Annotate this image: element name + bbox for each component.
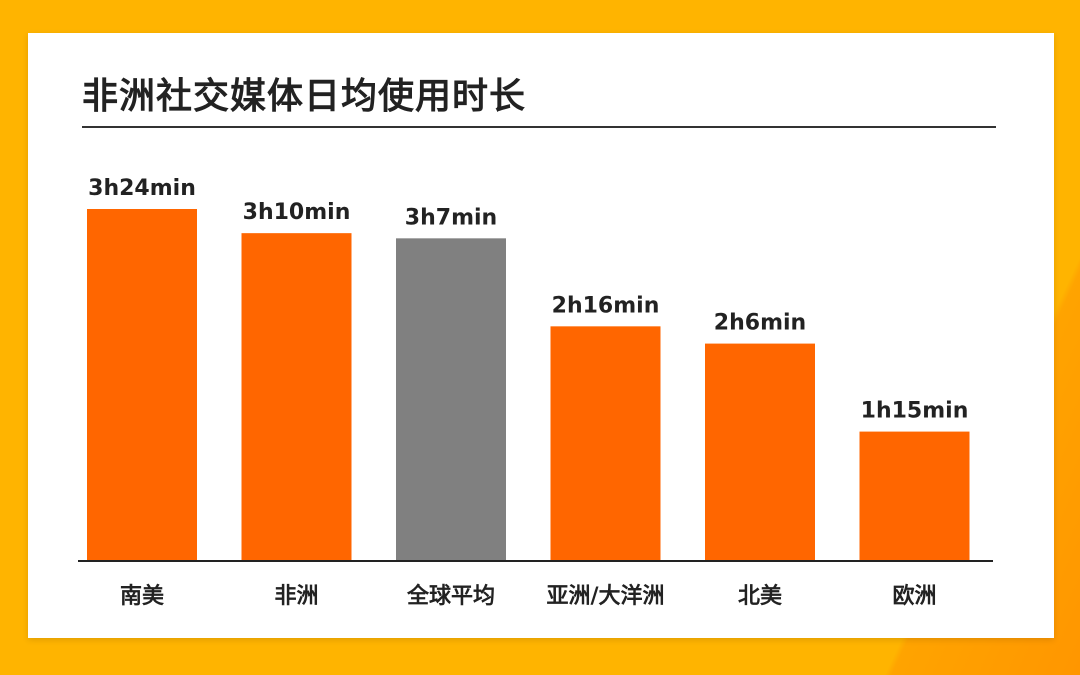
bar-0 bbox=[87, 209, 197, 561]
bar-value-label-5: 1h15min bbox=[861, 399, 969, 424]
bar-2 bbox=[396, 238, 506, 562]
bar-5 bbox=[859, 431, 970, 561]
title-divider bbox=[82, 126, 996, 128]
category-label-4: 北美 bbox=[738, 583, 783, 609]
bar-value-label-2: 3h7min bbox=[405, 205, 497, 230]
bar-4 bbox=[705, 343, 815, 561]
bar-value-label-1: 3h10min bbox=[243, 200, 351, 225]
chart-card: 非洲社交媒体日均使用时长 3h24min 南美 3h10min 非洲 3h7min 全球平… bbox=[28, 33, 1054, 638]
chart-title: 非洲社交媒体日均使用时长 bbox=[82, 76, 527, 117]
bar-chart: 3h24min 南美 3h10min 非洲 3h7min 全球平均 2h16min 亚洲/大洋… bbox=[78, 176, 993, 609]
bar-value-label-0: 3h24min bbox=[88, 176, 196, 201]
category-label-3: 亚洲/大洋洲 bbox=[546, 583, 664, 609]
bar-3 bbox=[550, 326, 661, 561]
category-label-1: 非洲 bbox=[274, 584, 318, 609]
category-label-5: 欧洲 bbox=[892, 583, 936, 609]
bar-1 bbox=[241, 233, 352, 561]
bar-value-label-3: 2h16min bbox=[552, 293, 660, 318]
category-label-2: 全球平均 bbox=[406, 583, 495, 609]
bar-value-label-4: 2h6min bbox=[714, 311, 806, 336]
category-label-0: 南美 bbox=[120, 583, 165, 609]
